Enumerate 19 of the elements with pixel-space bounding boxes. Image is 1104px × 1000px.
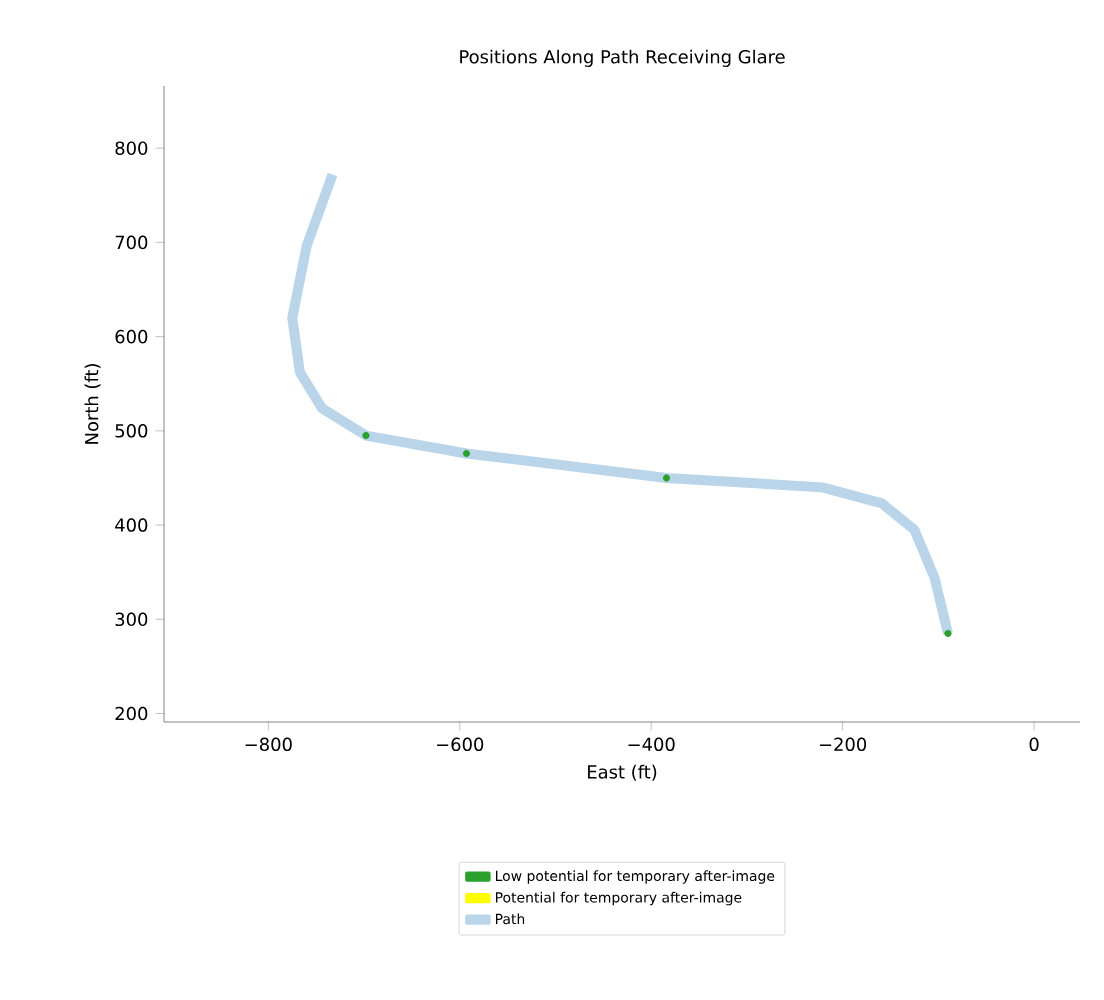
- y-tick-label: 700: [115, 235, 148, 250]
- point: [362, 431, 370, 440]
- point: [944, 629, 952, 638]
- y-tick-label: 400: [115, 518, 148, 532]
- y-tick-label: 600: [115, 329, 148, 344]
- y-tick-label: 200: [115, 706, 148, 721]
- x-tick-label: −200: [819, 737, 867, 752]
- chart-title: Positions Along Path Receiving Glare: [460, 49, 785, 67]
- y-axis-title: North (ft): [84, 364, 101, 444]
- y-tick-label: 800: [115, 141, 148, 155]
- x-tick-label: −400: [628, 737, 675, 752]
- y-tick-label: 500: [115, 424, 148, 438]
- x-tick-label: −800: [245, 737, 292, 752]
- y-tick-label: 300: [115, 612, 148, 627]
- x-tick-label: −600: [437, 737, 484, 752]
- x-axis-title: East (ft): [588, 764, 657, 781]
- point: [662, 474, 671, 482]
- x-tick-label: 0: [1029, 737, 1039, 752]
- point: [462, 449, 471, 458]
